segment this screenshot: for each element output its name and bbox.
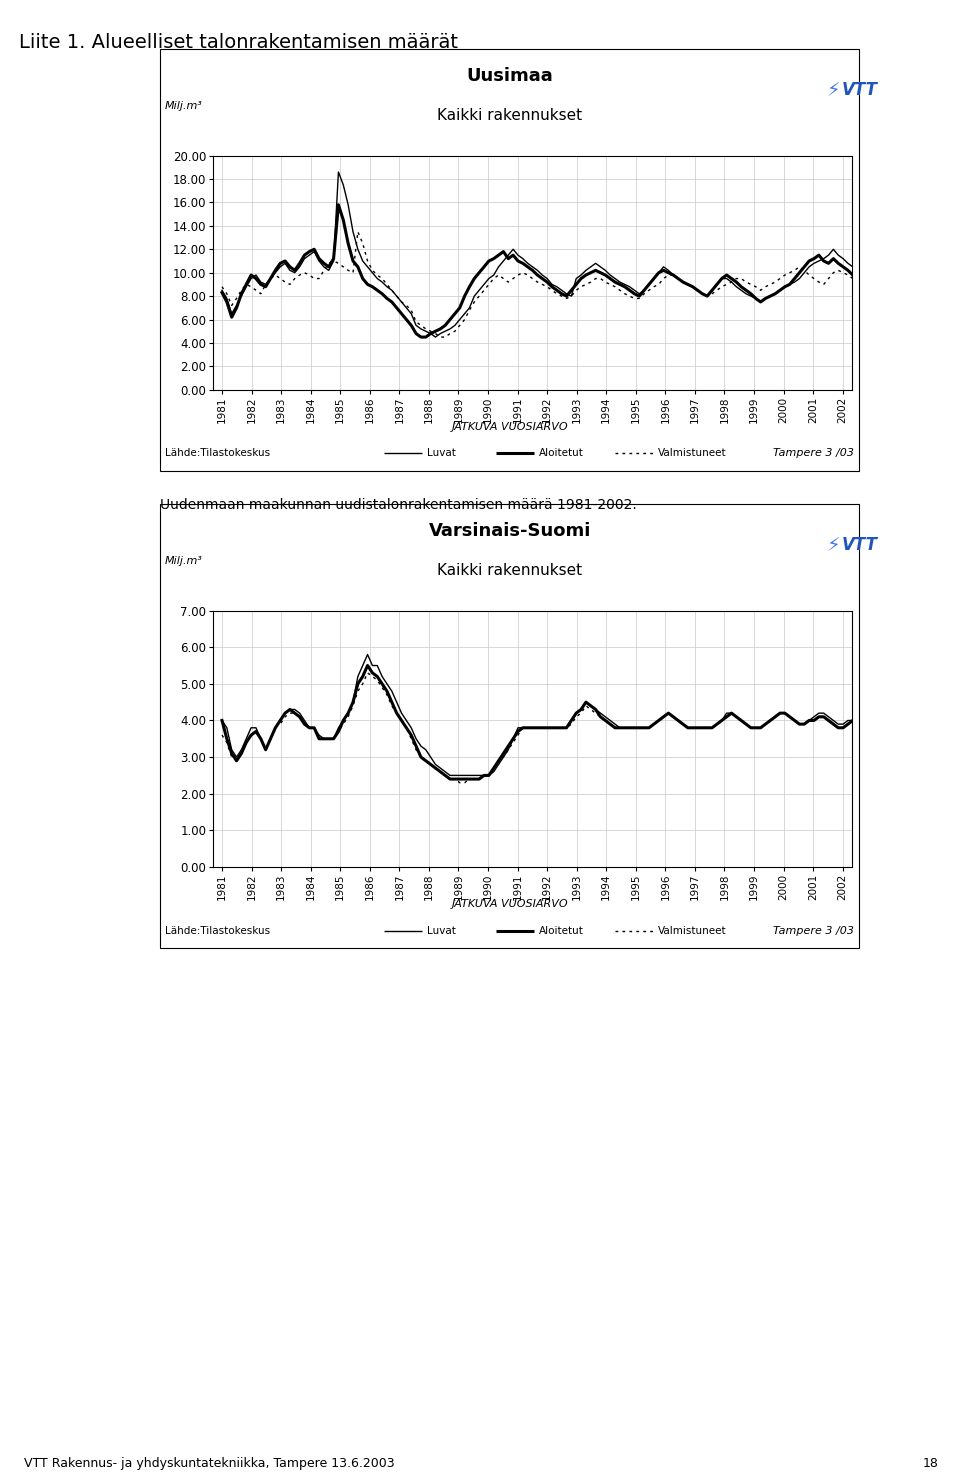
Text: VTT Rakennus- ja yhdyskuntatekniikka, Tampere 13.6.2003: VTT Rakennus- ja yhdyskuntatekniikka, Ta… [24,1457,395,1470]
Text: Luvat: Luvat [427,926,456,935]
Text: Varsinais-Suomi: Varsinais-Suomi [428,522,591,539]
Text: Uudenmaan maakunnan uudistalonrakentamisen määrä 1981-2002.: Uudenmaan maakunnan uudistalonrakentamis… [160,498,637,511]
Text: ⚡: ⚡ [827,536,840,554]
Text: Tampere 3 /03: Tampere 3 /03 [774,449,854,458]
Text: VTT: VTT [842,82,877,99]
Text: ⚡: ⚡ [827,82,840,99]
Text: Aloitetut: Aloitetut [539,449,584,458]
Text: JATKUVA VUOSIARVO: JATKUVA VUOSIARVO [451,900,568,908]
Text: Kaikki rakennukset: Kaikki rakennukset [437,108,583,123]
Text: JATKUVA VUOSIARVO: JATKUVA VUOSIARVO [451,422,568,431]
Text: Kaikki rakennukset: Kaikki rakennukset [437,563,583,578]
Text: VTT: VTT [842,536,877,554]
Text: Tampere 3 /03: Tampere 3 /03 [774,926,854,935]
Text: Valmistuneet: Valmistuneet [658,926,727,935]
Text: 18: 18 [923,1457,939,1470]
Text: Liite 1. Alueelliset talonrakentamisen määrät: Liite 1. Alueelliset talonrakentamisen m… [19,33,458,52]
Text: Milj.m³: Milj.m³ [165,101,203,111]
Text: Aloitetut: Aloitetut [539,926,584,935]
Text: Luvat: Luvat [427,449,456,458]
Text: Milj.m³: Milj.m³ [165,556,203,566]
Text: Lähde:Tilastokeskus: Lähde:Tilastokeskus [165,926,271,935]
Text: Uusimaa: Uusimaa [467,67,553,84]
Text: Lähde:Tilastokeskus: Lähde:Tilastokeskus [165,449,271,458]
Text: Valmistuneet: Valmistuneet [658,449,727,458]
